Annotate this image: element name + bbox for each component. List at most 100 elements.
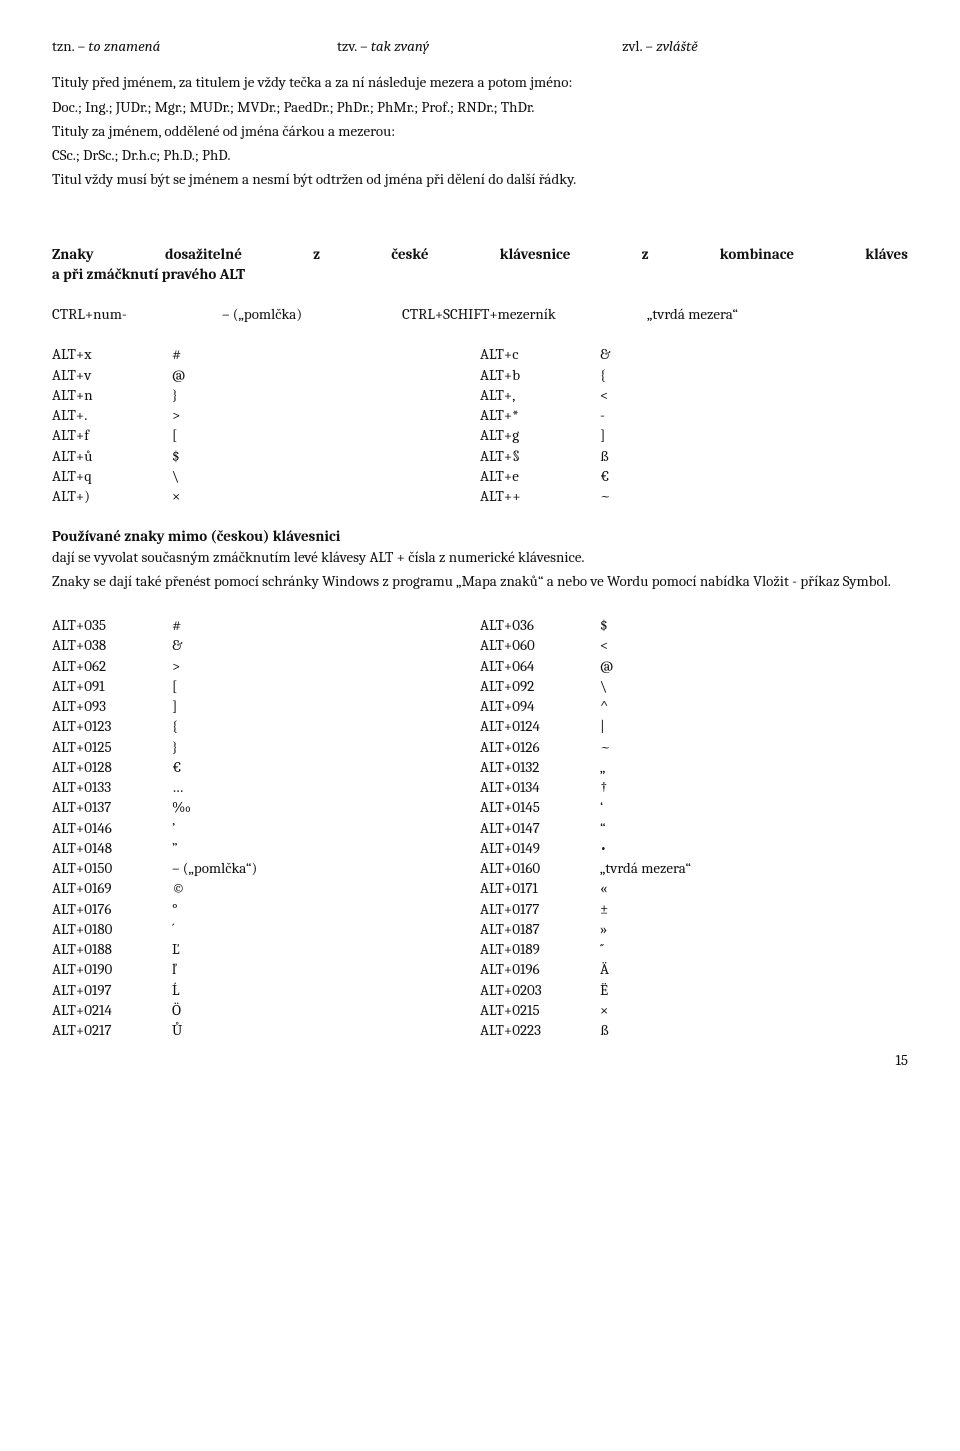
alt2-left-val: [ [172,676,352,696]
alt2-left-val: Ů [172,1020,352,1040]
alt2-left-val: > [172,656,352,676]
alt2-left-key: ALT+0133 [52,777,172,797]
alt2-right-val: \ [600,676,780,696]
alt2-right-key: ALT+0149 [480,838,600,858]
h1-w5: z [642,244,649,264]
alt2-left-val: Ö [172,1000,352,1020]
abbrev-3-key: zvl. – [622,37,656,55]
alt2-right-key: ALT+0189 [480,939,600,959]
alt1-left-key: ALT+) [52,486,172,506]
alt1-left-val: [ [172,425,352,445]
alt2-left-val: ” [172,838,352,858]
alt1-right-val: & [600,344,780,364]
h1-w3: české [391,244,428,264]
alt1-left-val: $ [172,446,352,466]
para-7: Znaky se dají také přenést pomocí schrán… [52,571,908,591]
alt2-right-val: » [600,919,780,939]
table-row: ALT+0134† [480,777,908,797]
alt1-right-val: ~ [600,486,780,506]
alt2-left-key: ALT+0137 [52,797,172,817]
alt2-left-key: ALT+038 [52,635,172,655]
table-row: ALT+0197Ĺ [52,980,480,1000]
alt2-left-key: ALT+0190 [52,959,172,979]
ctrl-c: CTRL+SCHIFT+mezerník [402,304,647,324]
table-row: ALT+0177± [480,899,908,919]
alt2-right-val: “ [600,818,780,838]
table-row: ALT+094^ [480,696,908,716]
alt2-left-key: ALT+0169 [52,878,172,898]
alt2-right-key: ALT+0196 [480,959,600,979]
table-row: ALT+n} [52,385,480,405]
table-row: ALT+0128€ [52,757,480,777]
alt1-left-key: ALT+v [52,365,172,385]
table-row: ALT+ů$ [52,446,480,466]
table-row: ALT+)× [52,486,480,506]
alt1-right-val: { [600,365,780,385]
table-row: ALT+062> [52,656,480,676]
alt1-right-key: ALT+, [480,385,600,405]
alt2-left-val: ľ [172,959,352,979]
alt-shortcuts-table-1: ALT+x#ALT+v@ALT+n}ALT+.>ALT+f[ALT+ů$ALT+… [52,344,908,506]
alt1-left-key: ALT+x [52,344,172,364]
alt1-left-key: ALT+n [52,385,172,405]
alt1-left-val: \ [172,466,352,486]
abbrev-3-val: zvláště [656,37,697,55]
alt2-left-key: ALT+0150 [52,858,172,878]
alt2-right-key: ALT+0134 [480,777,600,797]
alt2-left-key: ALT+0146 [52,818,172,838]
table-row: ALT+0196Ä [480,959,908,979]
table-row: ALT+0123{ [52,716,480,736]
table-row: ALT+0125} [52,737,480,757]
alt2-left-val: Ľ [172,939,352,959]
table-row: ALT+0150– („pomlčka“) [52,858,480,878]
alt2-right-key: ALT+0171 [480,878,600,898]
alt1-right-key: ALT+§ [480,446,600,466]
table-row: ALT+f[ [52,425,480,445]
alt2-left-key: ALT+0217 [52,1020,172,1040]
alt2-left-key: ALT+0214 [52,1000,172,1020]
table-row: ALT+x# [52,344,480,364]
table-row: ALT+0214Ö [52,1000,480,1020]
heading-2: Používané znaky mimo (českou) klávesnici [52,526,908,546]
alt2-right-key: ALT+0187 [480,919,600,939]
alt2-right-val: † [600,777,780,797]
table-row: ALT+.> [52,405,480,425]
alt2-right-key: ALT+0132 [480,757,600,777]
para-4: CSc.; DrSc.; Dr.h.c; Ph.D.; PhD. [52,145,908,165]
alt2-right-val: ‘ [600,797,780,817]
table-row: ALT+0188Ľ [52,939,480,959]
table-row: ALT+0180´ [52,919,480,939]
alt1-right-val: ] [600,425,780,445]
table-row: ALT+036$ [480,615,908,635]
h1-w4: klávesnice [500,244,571,264]
alt2-right-val: Ä [600,959,780,979]
abbrev-1-key: tzn. – [52,37,88,55]
alt1-right-key: ALT+c [480,344,600,364]
table-row: ALT+0217Ů [52,1020,480,1040]
table-row: ALT+g] [480,425,908,445]
table-row: ALT+0176° [52,899,480,919]
table-row: ALT+035# [52,615,480,635]
page-number: 15 [52,1050,908,1070]
alt2-left-val: … [172,777,352,797]
table-row: ALT+060< [480,635,908,655]
alt2-right-key: ALT+060 [480,635,600,655]
table-row: ALT+093] [52,696,480,716]
alt1-right-val: ß [600,446,780,466]
alt2-right-val: Ë [600,980,780,1000]
alt2-left-val: } [172,737,352,757]
alt2-right-key: ALT+0126 [480,737,600,757]
table-row: ALT+0148” [52,838,480,858]
alt2-right-val: ± [600,899,780,919]
alt2-left-val: © [172,878,352,898]
abbrev-2-key: tzv. – [337,37,371,55]
alt2-left-val: ° [172,899,352,919]
alt2-left-key: ALT+062 [52,656,172,676]
alt2-right-key: ALT+0160 [480,858,600,878]
alt2-right-key: ALT+092 [480,676,600,696]
abbrev-1-val: to znamená [88,37,160,55]
table-row: ALT+0133… [52,777,480,797]
alt2-left-key: ALT+091 [52,676,172,696]
alt-shortcuts-table-2: ALT+035#ALT+038&ALT+062>ALT+091[ALT+093]… [52,615,908,1040]
alt2-right-val: ˝ [600,939,780,959]
